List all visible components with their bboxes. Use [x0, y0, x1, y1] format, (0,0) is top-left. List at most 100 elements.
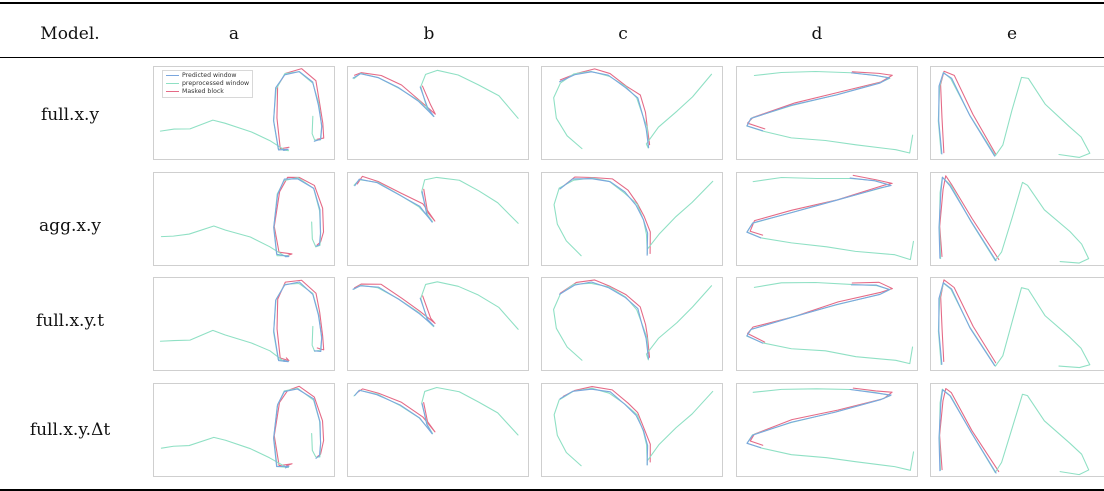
trajectory-svg: [159, 279, 325, 363]
predicted-window-line: [746, 284, 891, 344]
legend-label: preprocessed window: [182, 80, 250, 87]
predicted-window-line: [273, 178, 321, 258]
masked-block-line: [749, 174, 893, 236]
legend-swatch: [166, 74, 179, 76]
preprocessed-window-line: [746, 70, 914, 154]
preprocessed-window-line: [553, 177, 714, 257]
preprocessed-window-line: [353, 386, 519, 436]
preprocessed-window-line: [160, 387, 322, 469]
trajectory-svg: [937, 70, 1091, 158]
trajectory-svg: [746, 387, 915, 471]
predicted-window-line: [746, 72, 891, 132]
masked-block-line: [273, 385, 325, 467]
preprocessed-window-line: [353, 176, 519, 224]
masked-block-line: [353, 72, 436, 115]
predicted-window-line: [559, 388, 649, 466]
trajectory-plot-full-x-y-t-c: [541, 277, 723, 371]
trajectory-plot-full-x-y-dt-e: [930, 383, 1104, 477]
masked-block-line: [562, 176, 651, 254]
preprocessed-window-line: [938, 176, 1090, 264]
preprocessed-window-line: [553, 70, 713, 150]
predicted-window-line: [938, 176, 997, 262]
trajectory-plot-full-x-y-a: Predicted window preprocessed window Maske…: [153, 66, 335, 160]
masked-block-line: [276, 279, 325, 362]
preprocessed-window-line: [937, 71, 1091, 158]
trajectory-plot-full-x-y-t-a: [153, 277, 335, 371]
masked-block-line: [749, 387, 893, 446]
trajectory-svg: [553, 386, 714, 467]
legend-entry: preprocessed window: [166, 80, 249, 88]
predicted-window-line: [354, 178, 433, 223]
column-header-a: a: [228, 24, 240, 44]
trajectory-plot-full-x-y-dt-b: [347, 383, 529, 477]
column-header-c: c: [618, 24, 628, 44]
column-header-d: d: [811, 24, 823, 44]
trajectory-plot-full-x-y-c: [541, 66, 723, 160]
trajectory-plot-full-x-y-t-b: [347, 277, 529, 371]
predicted-window-line: [559, 178, 649, 256]
masked-block-line: [559, 279, 651, 358]
trajectory-plot-full-x-y-t-d: [736, 277, 918, 371]
bottom-rule: [0, 489, 1104, 491]
top-rule: [0, 2, 1104, 4]
predicted-window-line: [938, 282, 996, 367]
predicted-window-line: [938, 72, 996, 157]
trajectory-svg: [746, 70, 914, 154]
predicted-window-line: [273, 388, 322, 469]
row-label-agg-x-y: agg.x.y: [39, 216, 101, 236]
plot-legend: Predicted window preprocessed window Maske…: [162, 70, 254, 98]
legend-label: Masked block: [182, 88, 224, 95]
trajectory-svg: [937, 279, 1091, 369]
row-label-full-x-y-t: full.x.y.t: [35, 311, 105, 331]
preprocessed-window-line: [938, 388, 1090, 476]
trajectory-plot-full-x-y-t-e: [930, 277, 1104, 371]
masked-block-line: [356, 175, 436, 222]
column-header-e: e: [1006, 24, 1018, 44]
predicted-window-line: [273, 281, 323, 363]
masked-block-line: [940, 70, 997, 155]
predicted-window-line: [352, 73, 435, 118]
legend-entry: Predicted window: [166, 72, 249, 80]
predicted-window-line: [352, 285, 435, 327]
trajectory-svg: [746, 174, 914, 261]
masked-block-line: [559, 68, 651, 146]
trajectory-svg: [352, 281, 519, 330]
predicted-window-line: [354, 389, 433, 435]
trajectory-svg: [353, 386, 519, 436]
trajectory-plot-full-x-y-b: [347, 66, 529, 160]
trajectory-plot-full-x-y-e: [930, 66, 1104, 160]
masked-block-line: [276, 68, 325, 150]
preprocessed-window-line: [937, 282, 1091, 369]
preprocessed-window-line: [553, 387, 714, 467]
trajectory-svg: [553, 68, 713, 150]
trajectory-svg: [160, 385, 325, 469]
predicted-window-line: [559, 71, 650, 149]
masked-block-line: [939, 387, 1000, 473]
trajectory-plot-agg-x-y-b: [347, 172, 529, 266]
trajectory-plot-agg-x-y-e: [930, 172, 1104, 266]
trajectory-plot-agg-x-y-a: [153, 172, 335, 266]
legend-entry: Masked block: [166, 88, 249, 96]
trajectory-svg: [352, 69, 519, 119]
trajectory-svg: [159, 68, 325, 152]
trajectory-svg: [353, 175, 519, 224]
header-model: Model.: [40, 24, 100, 44]
preprocessed-window-line: [159, 282, 323, 363]
masked-block-line: [940, 279, 997, 364]
row-label-full-x-y-dt: full.x.y.Δt: [29, 420, 111, 440]
column-header-b: b: [423, 24, 435, 44]
trajectory-plot-full-x-y-dt-c: [541, 383, 723, 477]
trajectory-svg: [938, 175, 1090, 264]
header-rule: [0, 57, 1104, 58]
masked-block-line: [747, 71, 893, 130]
predicted-window-line: [746, 388, 892, 449]
trajectory-plot-agg-x-y-d: [736, 172, 918, 266]
legend-swatch: [166, 82, 179, 84]
legend-label: Predicted window: [182, 72, 237, 79]
trajectory-svg: [746, 281, 914, 365]
preprocessed-window-line: [353, 281, 519, 330]
preprocessed-window-line: [746, 388, 915, 471]
trajectory-svg: [553, 176, 714, 257]
trajectory-plot-agg-x-y-c: [541, 172, 723, 266]
trajectory-svg: [553, 279, 713, 361]
